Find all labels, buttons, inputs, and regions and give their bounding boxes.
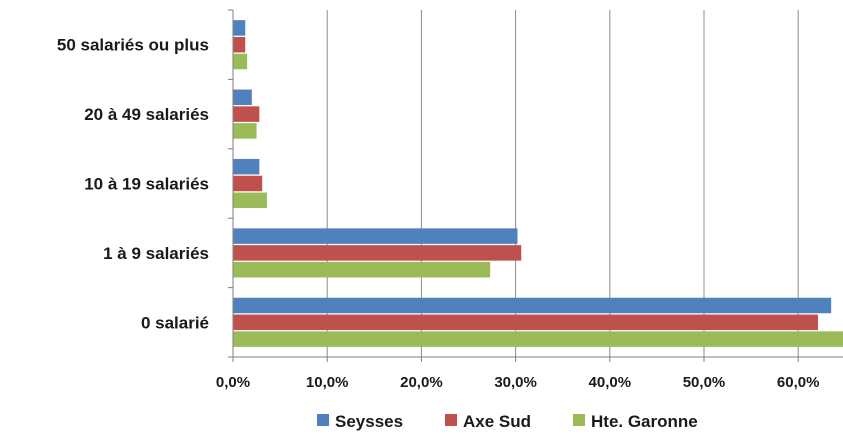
x-tick-label: 50,0% [683, 374, 726, 391]
axes [228, 9, 843, 362]
legend-swatch [445, 414, 457, 426]
bar-axe-sud-2 [233, 106, 260, 122]
category-label: 50 salariés ou plus [57, 36, 209, 55]
legend-label: Seysses [335, 412, 403, 431]
legend: Seysses Axe Sud Hte. Garonne [317, 412, 698, 431]
bar-axe-sud-3 [233, 175, 263, 192]
bar-axe-sud-4 [233, 245, 522, 261]
bar-hte-garonne-2 [233, 123, 257, 139]
x-tick-label: 20,0% [400, 374, 443, 391]
category-label: 1 à 9 salariés [103, 244, 209, 263]
bar-axe-sud-1 [233, 36, 246, 53]
x-tick-label: 0,0% [216, 374, 250, 391]
category-label: 10 à 19 salariés [84, 175, 209, 194]
bars [233, 20, 843, 347]
legend-swatch [573, 414, 585, 426]
bar-hte-garonne-3 [233, 192, 267, 209]
bar-hte-garonne-5 [233, 331, 843, 347]
bar-seysses-2 [233, 89, 252, 106]
bar-hte-garonne-4 [233, 261, 491, 278]
bar-hte-garonne-1 [233, 53, 248, 70]
legend-label: Axe Sud [463, 412, 531, 431]
bar-seysses-5 [233, 297, 832, 314]
category-label: 20 à 49 salariés [84, 105, 209, 124]
x-tick-label: 10,0% [306, 374, 349, 391]
bar-seysses-3 [233, 158, 260, 175]
legend-label: Hte. Garonne [591, 412, 698, 431]
bar-seysses-4 [233, 228, 518, 244]
x-tick-label: 40,0% [589, 374, 632, 391]
category-labels: 50 salariés ou plus 20 à 49 salariés 10 à … [57, 36, 209, 333]
legend-swatch [317, 414, 329, 426]
category-label: 0 salarié [141, 313, 209, 332]
x-tick-labels: 0,0% 10,0% 20,0% 30,0% 40,0% 50,0% 60,0% [216, 374, 820, 391]
bar-axe-sud-5 [233, 314, 818, 331]
x-tick-label: 30,0% [494, 374, 537, 391]
bar-seysses-1 [233, 20, 246, 36]
x-tick-label: 60,0% [777, 374, 820, 391]
